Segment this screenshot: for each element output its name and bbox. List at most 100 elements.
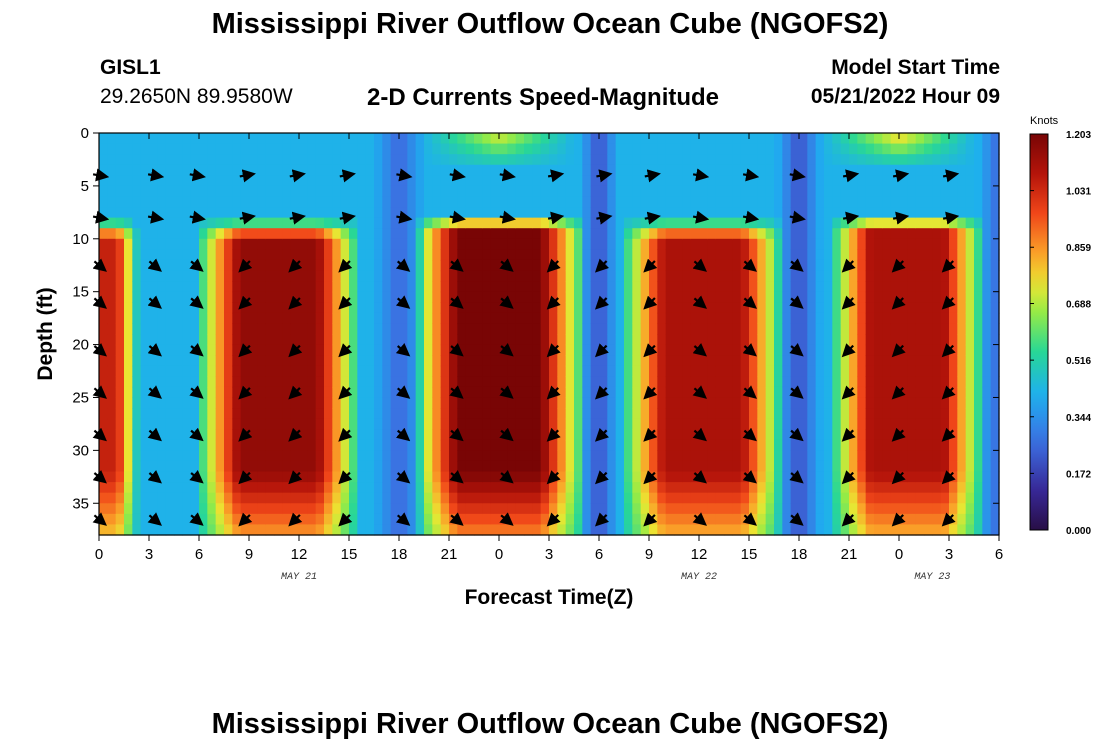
- heatmap-cell: [849, 503, 858, 515]
- heatmap-cell: [857, 175, 867, 187]
- heatmap-cell: [249, 386, 258, 399]
- heatmap-cell: [632, 513, 642, 526]
- heatmap-cell: [157, 386, 167, 399]
- heatmap-cell: [832, 397, 842, 409]
- heatmap-cell: [949, 270, 958, 282]
- heatmap-cell: [932, 281, 942, 293]
- heatmap-cell: [415, 365, 425, 377]
- heatmap-cell: [624, 365, 633, 377]
- heatmap-cell: [532, 175, 542, 187]
- heatmap-cell: [782, 228, 792, 240]
- heatmap-cell: [274, 450, 283, 462]
- heatmap-cell: [465, 185, 475, 198]
- heatmap-cell: [349, 429, 358, 441]
- heatmap-cell: [165, 249, 175, 261]
- heatmap-cell: [390, 185, 400, 198]
- heatmap-cell: [215, 302, 225, 314]
- heatmap-cell: [507, 503, 517, 515]
- heatmap-cell: [940, 154, 950, 166]
- heatmap-cell: [515, 450, 525, 462]
- heatmap-cell: [340, 408, 350, 420]
- heatmap-cell: [524, 175, 533, 187]
- heatmap-cell: [265, 418, 275, 430]
- heatmap-cell: [674, 365, 683, 377]
- heatmap-cell: [324, 439, 333, 451]
- heatmap-cell: [299, 524, 308, 536]
- heatmap-cell: [799, 355, 808, 367]
- heatmap-cell: [965, 291, 975, 303]
- heatmap-cell: [157, 196, 167, 208]
- heatmap-cell: [315, 302, 325, 314]
- heatmap-cell: [315, 450, 325, 462]
- station-coordinates: 29.2650N 89.9580W: [100, 85, 293, 108]
- heatmap-cell: [282, 291, 292, 303]
- heatmap-cell: [990, 228, 1000, 240]
- heatmap-cell: [949, 312, 958, 325]
- heatmap-cell: [174, 429, 183, 441]
- heatmap-cell: [440, 228, 450, 240]
- heatmap-cell: [549, 228, 558, 240]
- heatmap-cell: [190, 418, 200, 430]
- heatmap-cell: [265, 408, 275, 420]
- heatmap-cell: [232, 164, 242, 176]
- day-labels: MAY 21 MAY 22 MAY 23: [281, 572, 950, 583]
- heatmap-cell: [124, 249, 133, 261]
- heatmap-cell: [415, 249, 425, 261]
- heatmap-cell: [840, 365, 850, 377]
- heatmap-cell: [565, 492, 575, 504]
- heatmap-cell: [874, 471, 883, 483]
- heatmap-cell: [174, 281, 183, 293]
- heatmap-cell: [707, 513, 717, 526]
- heatmap-cell: [949, 154, 958, 166]
- heatmap-cell: [507, 249, 517, 261]
- heatmap-cell: [565, 154, 575, 166]
- heatmap-cell: [974, 397, 983, 409]
- heatmap-cell: [899, 524, 908, 536]
- heatmap-cell: [407, 492, 417, 504]
- heatmap-cell: [199, 270, 208, 282]
- heatmap-cell: [682, 133, 692, 145]
- heatmap-cell: [682, 259, 692, 272]
- heatmap-cell: [740, 175, 750, 187]
- heatmap-cell: [349, 460, 358, 473]
- heatmap-cell: [465, 492, 475, 504]
- heatmap-cell: [990, 196, 1000, 208]
- heatmap-cell: [807, 482, 817, 494]
- current-arrow: [238, 295, 253, 310]
- heatmap-cell: [832, 196, 842, 208]
- heatmap-cell: [765, 492, 775, 504]
- heatmap-cell: [982, 471, 992, 483]
- heatmap-cell: [232, 513, 242, 526]
- heatmap-cell: [149, 323, 158, 335]
- heatmap-cell: [607, 217, 617, 229]
- heatmap-cell: [257, 281, 267, 293]
- heatmap-cell: [849, 492, 858, 504]
- heatmap-cell: [940, 185, 950, 198]
- heatmap-cell: [449, 439, 458, 451]
- heatmap-cell: [149, 460, 158, 473]
- heatmap-cell: [215, 408, 225, 420]
- heatmap-cell: [899, 312, 908, 325]
- heatmap-cell: [615, 228, 625, 240]
- heatmap-cell: [340, 450, 350, 462]
- heatmap-cell: [899, 482, 908, 494]
- heatmap-cell: [207, 503, 217, 515]
- heatmap-cell: [165, 133, 175, 145]
- heatmap-cell: [382, 397, 392, 409]
- heatmap-cell: [665, 492, 675, 504]
- heatmap-cell: [715, 376, 725, 388]
- heatmap-cell: [182, 281, 192, 293]
- heatmap-cell: [99, 334, 108, 346]
- heatmap-cell: [865, 270, 875, 282]
- heatmap-cell: [365, 386, 375, 399]
- heatmap-cell: [774, 207, 783, 219]
- heatmap-cell: [974, 524, 983, 536]
- current-arrow: [789, 469, 804, 484]
- heatmap-cell: [974, 492, 983, 504]
- heatmap-cell: [190, 524, 200, 536]
- heatmap-cell: [274, 312, 283, 325]
- heatmap-cell: [99, 439, 108, 451]
- heatmap-cell: [449, 418, 458, 430]
- heatmap-cell: [457, 185, 467, 198]
- heatmap-cell: [515, 439, 525, 451]
